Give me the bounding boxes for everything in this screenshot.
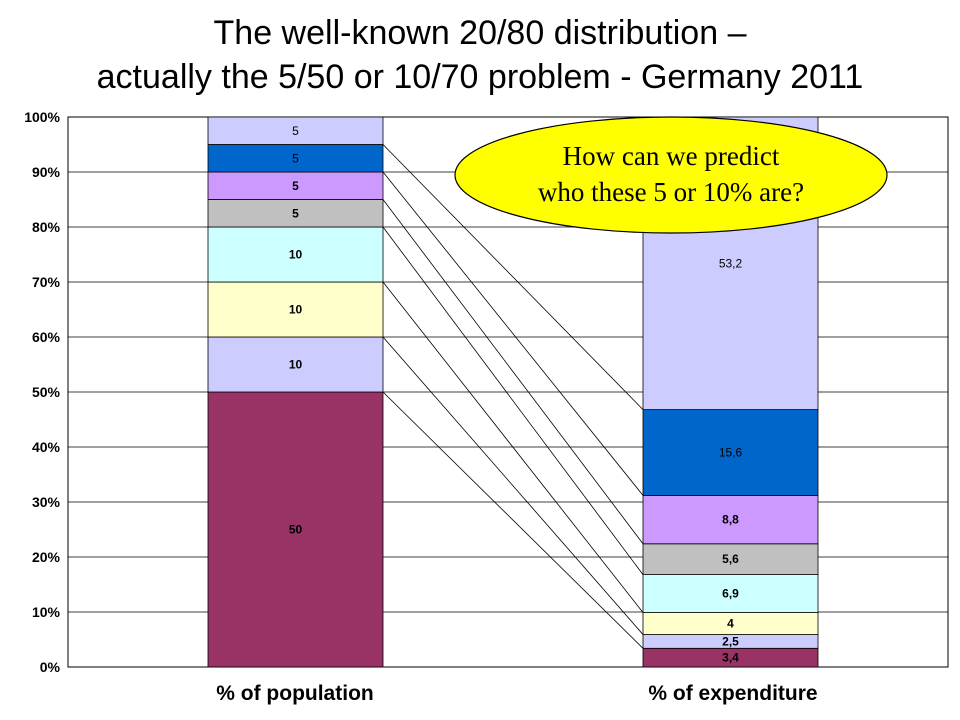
data-label: 10 [289, 358, 303, 372]
y-tick-label: 20% [32, 549, 61, 565]
y-tick-label: 60% [32, 329, 61, 345]
connector-line [382, 226, 644, 575]
data-label: 5 [292, 151, 299, 165]
connector-line [382, 144, 644, 410]
data-labels: 50 3,4 10 2,5 10 4 10 6,9 5 5,6 5 8,8 5 15,6 5 53,2 [289, 124, 743, 665]
connector-lines [382, 144, 644, 649]
data-label: 8,8 [722, 513, 739, 527]
data-label: 5,6 [722, 552, 739, 566]
y-tick-label: 80% [32, 219, 61, 235]
data-label: 15,6 [719, 446, 743, 460]
bar-segment [642, 543, 819, 575]
y-tick-label: 50% [32, 384, 61, 400]
y-tick-label: 10% [32, 604, 61, 620]
data-label: 53,2 [719, 256, 743, 270]
bar-segment [207, 116, 384, 145]
data-label: 6,9 [722, 587, 739, 601]
callout-ellipse [454, 116, 888, 234]
connector-line [382, 171, 644, 496]
callout-line-2: who these 5 or 10% are? [538, 177, 804, 207]
bar-segment [207, 171, 384, 200]
data-label: 2,5 [722, 634, 739, 648]
y-axis-tick-labels: 0% 10% 20% 30% 40% 50% 60% 70% 80% 90% 100% [24, 109, 60, 675]
data-label: 5 [292, 206, 299, 220]
callout-bubble: How can we predict who these 5 or 10% ar… [454, 116, 888, 234]
data-label: 50 [289, 523, 303, 537]
chart-title-line-1: The well-known 20/80 distribution – [213, 14, 747, 52]
connector-line [382, 281, 644, 613]
bar-segment [207, 144, 384, 173]
bar-segment [207, 336, 384, 393]
bar-segment [642, 574, 819, 613]
data-label: 5 [292, 124, 299, 138]
bar-segment [207, 226, 384, 283]
connector-line [382, 391, 644, 649]
connector-line [382, 336, 644, 635]
category-labels: % of population % of expenditure [216, 682, 817, 705]
connector-line [382, 199, 644, 545]
category-label: % of expenditure [648, 682, 817, 705]
bar-segment [207, 199, 384, 228]
y-tick-label: 0% [40, 659, 61, 675]
bar-segment [642, 494, 819, 545]
chart-title-line-2: actually the 5/50 or 10/70 problem - Ger… [96, 58, 864, 96]
data-label: 10 [289, 303, 303, 317]
callout-line-1: How can we predict [563, 141, 780, 171]
y-tick-label: 70% [32, 274, 61, 290]
y-tick-label: 40% [32, 439, 61, 455]
data-label: 4 [727, 617, 734, 631]
bar-segment [207, 391, 384, 668]
category-label: % of population [216, 682, 373, 705]
data-label: 10 [289, 248, 303, 262]
y-tick-label: 90% [32, 164, 61, 180]
y-tick-label: 100% [24, 109, 60, 125]
data-label: 3,4 [722, 651, 739, 665]
y-tick-label: 30% [32, 494, 61, 510]
data-label: 5 [292, 179, 299, 193]
bar-segment [642, 409, 819, 496]
